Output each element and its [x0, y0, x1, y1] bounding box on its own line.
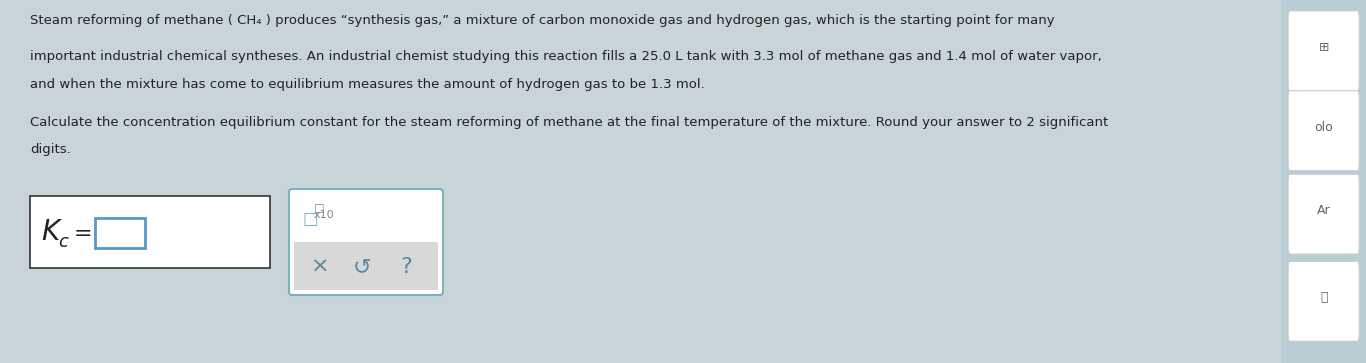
FancyBboxPatch shape [1288, 11, 1359, 91]
Text: ↺: ↺ [352, 257, 372, 277]
Text: and when the mixture has come to equilibrium measures the amount of hydrogen gas: and when the mixture has come to equilib… [30, 78, 705, 91]
Text: ⊞: ⊞ [1318, 41, 1329, 54]
FancyBboxPatch shape [290, 189, 443, 295]
Text: Ar: Ar [1317, 204, 1330, 217]
Text: Calculate the concentration equilibrium constant for the steam reforming of meth: Calculate the concentration equilibrium … [30, 116, 1108, 129]
FancyBboxPatch shape [1288, 261, 1359, 341]
Text: x10: x10 [314, 210, 335, 220]
FancyBboxPatch shape [1281, 0, 1366, 363]
Text: digits.: digits. [30, 143, 71, 156]
Text: $=$: $=$ [68, 222, 92, 242]
Text: important industrial chemical syntheses. An industrial chemist studying this rea: important industrial chemical syntheses.… [30, 50, 1102, 63]
Text: Steam reforming of methane ( CH₄ ) produces “synthesis gas,” a mixture of carbon: Steam reforming of methane ( CH₄ ) produ… [30, 14, 1055, 27]
FancyBboxPatch shape [1288, 91, 1359, 171]
Text: $\mathit{c}$: $\mathit{c}$ [59, 233, 70, 251]
Text: ×: × [310, 257, 329, 277]
FancyBboxPatch shape [294, 242, 438, 290]
Text: ⬛: ⬛ [1320, 291, 1328, 304]
FancyBboxPatch shape [1288, 174, 1359, 254]
Text: □: □ [314, 202, 325, 212]
FancyBboxPatch shape [96, 218, 145, 248]
Text: ?: ? [400, 257, 413, 277]
Text: olo: olo [1314, 121, 1333, 134]
Text: $\mathit{K}$: $\mathit{K}$ [41, 218, 63, 246]
FancyBboxPatch shape [30, 196, 270, 268]
Text: □: □ [302, 210, 318, 228]
